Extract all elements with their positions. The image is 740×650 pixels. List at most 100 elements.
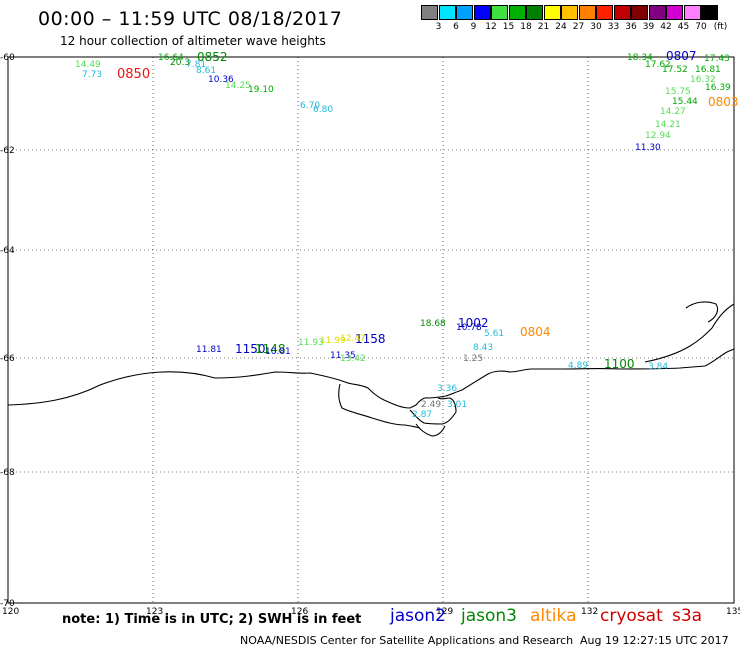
- longitude-tick: 135: [726, 607, 740, 617]
- latitude-tick: -62: [0, 146, 15, 156]
- legend-swatch: [438, 5, 456, 20]
- wave-height-value: 8.43: [473, 343, 493, 353]
- map-grid: [8, 57, 734, 603]
- legend-swatch: [508, 5, 526, 20]
- pass-time-label: 0807: [666, 49, 697, 63]
- legend-swatch: [613, 5, 631, 20]
- wave-height-value: 10.78: [456, 323, 482, 333]
- legend-swatch: [421, 5, 438, 20]
- wave-height-value: 19.10: [248, 85, 274, 95]
- wave-height-value: 20.3: [170, 58, 190, 68]
- legend-label: 12: [485, 22, 497, 32]
- legend-swatch: [526, 5, 543, 20]
- wave-height-value: 10.81: [265, 347, 291, 357]
- wave-height-value: 17.62: [645, 60, 671, 70]
- wave-height-value: 11.35: [330, 351, 356, 361]
- wave-height-value: 6.80: [313, 105, 333, 115]
- legend-label: 3: [435, 22, 442, 32]
- satellite-jason2: jason2: [390, 606, 446, 626]
- wave-height-value: 2.49: [421, 400, 441, 410]
- wave-height-value: 2.87: [412, 410, 432, 420]
- latitude-tick: -70: [0, 599, 15, 609]
- wave-height-value: 3.01: [447, 400, 467, 410]
- legend-label: 33: [607, 22, 620, 32]
- wave-height-value: 12.47: [340, 334, 366, 344]
- legend-swatch: [543, 5, 561, 20]
- coastline: [7, 301, 735, 437]
- pass-time-label: 0850: [117, 67, 150, 82]
- legend-label: 15: [502, 22, 515, 32]
- wave-height-value: 10.36: [208, 75, 234, 85]
- satellite-s3a: s3a: [672, 606, 703, 626]
- legend-label: 30: [590, 22, 602, 32]
- wave-height-value: 14.25: [225, 81, 251, 91]
- wave-height-value: 14.27: [660, 107, 686, 117]
- wave-height-value: 13.42: [340, 354, 366, 364]
- wave-height-value: 3.84: [648, 362, 668, 372]
- pass-time-label: 0803: [708, 95, 739, 109]
- wave-height-value: 11.99: [320, 336, 346, 346]
- pass-time-label: 1002: [458, 316, 489, 330]
- wave-height-value: 15.44: [672, 97, 698, 107]
- latitude-tick: -60: [0, 53, 15, 63]
- latitude-tick: -68: [0, 468, 15, 478]
- legend-label: 18: [520, 22, 532, 32]
- legend-label: 70: [695, 22, 707, 32]
- legend-label: 24: [555, 22, 567, 32]
- pass-time-label: 1158: [355, 332, 386, 346]
- legend-label: 6: [453, 22, 459, 32]
- legend-swatch: [701, 5, 718, 20]
- wave-height-value: 17.43: [704, 54, 730, 64]
- latitude-tick: -64: [0, 246, 15, 256]
- longitude-tick: 132: [581, 607, 598, 617]
- legend-label: 27: [572, 22, 585, 32]
- wave-height-value: 6.70: [300, 101, 320, 111]
- wave-height-value: 12.94: [645, 131, 671, 141]
- wave-height-value: 15.75: [665, 87, 691, 97]
- legend-label: 21: [537, 22, 550, 32]
- wave-height-value: 7.73: [82, 70, 102, 80]
- legend-label: 36: [625, 22, 637, 32]
- wave-height-value: 7.81: [186, 60, 206, 70]
- satellite-altika: altika: [530, 606, 577, 626]
- axis-ticks: 120 123 126 129 132 135 -60 -62 -64 -66 -68 -70: [0, 53, 740, 617]
- legend-label: 9: [470, 22, 477, 32]
- page-subtitle: 12 hour collection of altimeter wave hei…: [60, 34, 326, 48]
- wave-height-value: 11.93: [298, 338, 324, 348]
- wave-height-value: 14.49: [75, 60, 101, 70]
- wave-height-value: 18.34: [627, 53, 653, 63]
- wave-height-value: 8.61: [196, 66, 216, 76]
- wave-height-value: 11.81: [196, 345, 222, 355]
- wave-height-value: 3.36: [437, 384, 457, 394]
- wave-height-value: 1.25: [463, 354, 483, 364]
- legend-swatch: [491, 5, 508, 20]
- legend-label: 45: [677, 22, 690, 32]
- longitude-tick: 129: [436, 607, 453, 617]
- pass-time-label: 0852: [197, 50, 228, 64]
- map-frame: [7, 56, 735, 604]
- wave-height-value: 14.21: [655, 120, 681, 130]
- legend-swatch: [631, 5, 648, 20]
- legend-label: 42: [660, 22, 672, 32]
- wave-height-value: 18.68: [420, 319, 446, 329]
- legend-swatch: [648, 5, 666, 20]
- satellite-cryosat: cryosat: [600, 606, 663, 626]
- legend-label: (ft): [713, 22, 728, 32]
- legend-label: 39: [642, 22, 655, 32]
- wave-height-value: 17.52: [662, 65, 688, 75]
- legend-swatch: [683, 5, 701, 20]
- longitude-tick: 123: [146, 607, 163, 617]
- wave-height-value: 16.64: [158, 53, 184, 63]
- legend-swatch: [578, 5, 596, 20]
- credit-text: NOAA/NESDIS Center for Satellite Applica…: [240, 634, 574, 647]
- timestamp: Aug 19 12:27:15 UTC 2017: [580, 634, 729, 647]
- wave-height-value: 5.61: [484, 329, 504, 339]
- page-title: 00:00 – 11:59 UTC 08/18/2017: [38, 8, 343, 30]
- pass-time-label: 0804: [520, 325, 551, 339]
- wave-height-value: 16.81: [695, 65, 721, 75]
- wave-height-value: 4.89: [568, 361, 588, 371]
- wave-height-value: 16.39: [705, 83, 731, 93]
- longitude-tick: 120: [2, 607, 19, 617]
